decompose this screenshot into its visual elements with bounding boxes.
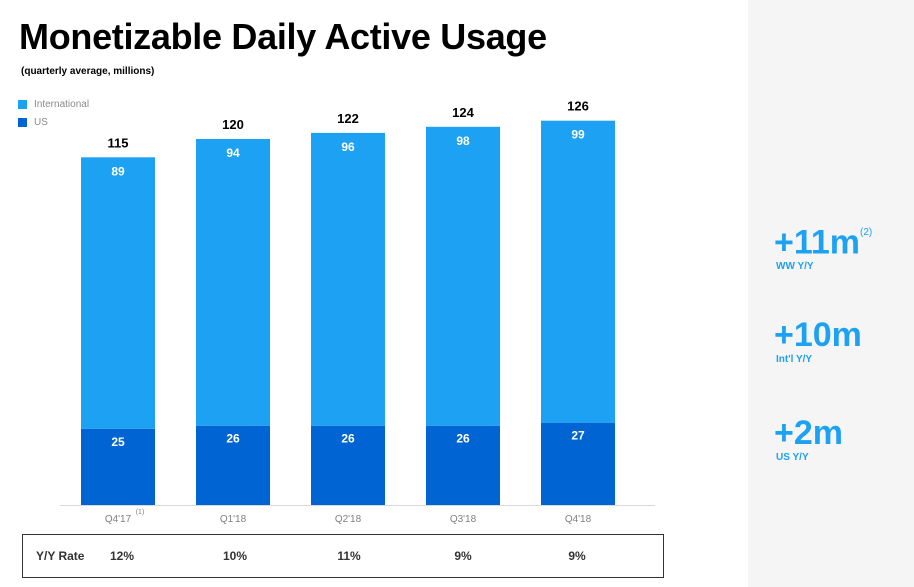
stat-ww-footnote: (2) xyxy=(860,227,873,238)
stat-us-value: +2m xyxy=(774,414,843,452)
data-label-international: 98 xyxy=(456,134,470,148)
data-label-total: 122 xyxy=(337,111,359,126)
data-label-us: 26 xyxy=(226,432,240,446)
data-label-total: 115 xyxy=(108,135,129,150)
legend-item-international: International xyxy=(18,95,89,113)
bar-international xyxy=(196,139,270,426)
x-tick-label: Q4'17 xyxy=(105,514,132,525)
bar-us xyxy=(541,422,615,505)
x-tick-label: Q3'18 xyxy=(450,514,477,525)
yoy-rate-table: Y/Y Rate 12% 10% 11% 9% 9% xyxy=(22,534,664,578)
yoy-rate-value: 9% xyxy=(454,549,472,563)
legend-swatch-international xyxy=(18,99,27,109)
data-label-international: 96 xyxy=(341,140,355,154)
data-label-international: 94 xyxy=(226,146,240,160)
x-tick-label: Q4'18 xyxy=(565,514,592,525)
bar-us xyxy=(311,425,385,505)
stat-intl-label: Int'l Y/Y xyxy=(776,354,813,365)
page-title: Monetizable Daily Active Usage xyxy=(19,16,547,57)
stat-intl-yoy: +10m Int'l Y/Y xyxy=(774,318,862,365)
bar-international xyxy=(311,132,385,426)
x-tick-label: Q1'18 xyxy=(220,514,247,525)
legend-label-us: US xyxy=(34,116,48,128)
legend-item-us: US xyxy=(18,113,89,131)
stacked-bar-chart: 25 89 115 Q4'17 (1) 26 94 120 Q1'18 26 96 122 Q2'18 2… xyxy=(60,99,655,525)
stat-ww-value: +11m xyxy=(774,223,861,262)
bar-us xyxy=(196,425,270,505)
stat-intl-value: +10m xyxy=(774,316,862,354)
stat-ww-label: WW Y/Y xyxy=(776,261,814,273)
data-label-total: 124 xyxy=(452,105,474,120)
chart-subtitle: (quarterly average, millions) xyxy=(21,66,155,77)
legend-swatch-us xyxy=(18,117,27,127)
x-tick-label: Q2'18 xyxy=(335,514,362,525)
bar-us xyxy=(426,425,500,505)
stat-ww-yoy: +11m(2) WW Y/Y xyxy=(774,222,872,272)
yoy-rate-value: 9% xyxy=(568,549,586,563)
x-tick-footnote: (1) xyxy=(136,509,145,516)
yoy-rate-value: 10% xyxy=(222,549,248,563)
yoy-rate-value: 11% xyxy=(337,549,361,563)
bar-international xyxy=(426,126,500,426)
bar-international xyxy=(541,120,615,423)
data-label-us: 27 xyxy=(571,429,585,443)
data-label-total: 126 xyxy=(567,99,589,114)
data-label-us: 25 xyxy=(111,435,125,449)
yoy-rate-value: 12% xyxy=(109,549,135,563)
data-label-us: 26 xyxy=(456,432,470,446)
data-label-total: 120 xyxy=(222,117,244,132)
bar-us xyxy=(81,428,155,505)
stat-us-label: US Y/Y xyxy=(776,452,809,463)
data-label-us: 26 xyxy=(341,432,355,446)
side-stats-panel: +11m(2) WW Y/Y +10m Int'l Y/Y +2m US Y/Y xyxy=(748,0,914,587)
legend-label-international: International xyxy=(34,98,90,110)
bar-international xyxy=(81,157,155,429)
data-label-international: 89 xyxy=(111,164,125,178)
chart-legend: International US xyxy=(18,95,89,131)
stat-us-yoy: +2m US Y/Y xyxy=(774,416,843,463)
data-label-international: 99 xyxy=(571,128,585,142)
yoy-rate-label: Y/Y Rate xyxy=(36,549,85,563)
